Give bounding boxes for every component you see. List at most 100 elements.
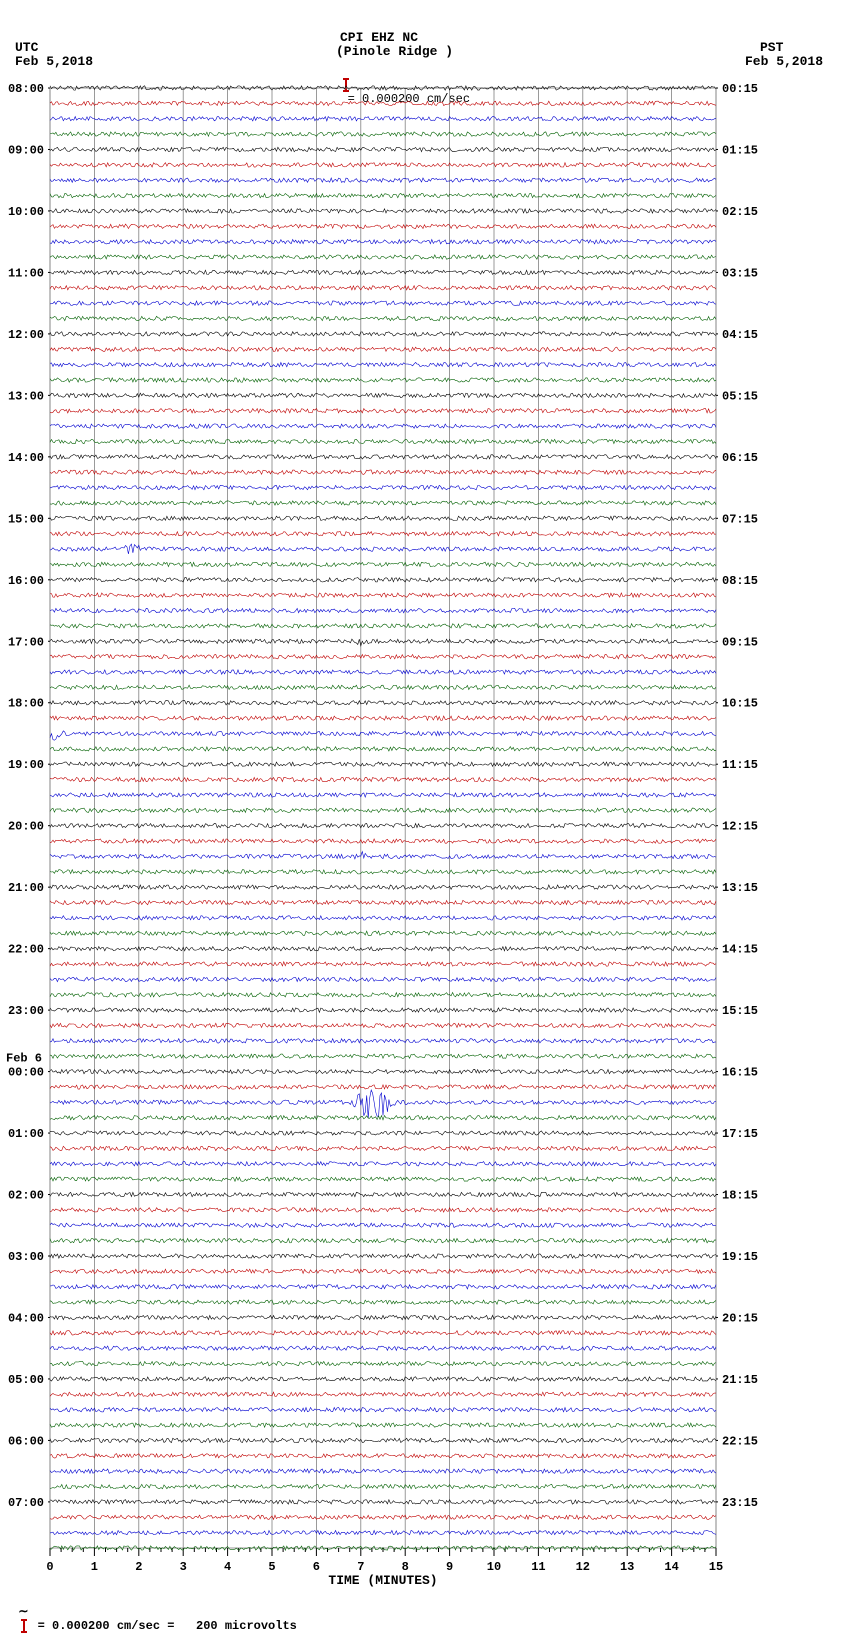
seismic-trace xyxy=(50,1361,716,1365)
x-tick-label: 4 xyxy=(224,1560,231,1574)
right-time-label: 03:15 xyxy=(722,266,758,280)
footer-text: = 0.000200 cm/sec = 200 microvolts xyxy=(30,1619,296,1633)
seismic-trace xyxy=(50,1438,716,1442)
seismic-trace xyxy=(50,455,716,459)
right-time-label: 18:15 xyxy=(722,1189,758,1203)
seismic-trace xyxy=(50,409,716,413)
seismic-trace xyxy=(50,240,716,244)
left-time-label: 12:00 xyxy=(8,328,44,342)
x-tick-label: 6 xyxy=(313,1560,320,1574)
left-time-label: 11:00 xyxy=(8,266,44,280)
plot-border xyxy=(50,88,716,1548)
seismic-trace xyxy=(50,808,716,812)
seismic-trace xyxy=(50,255,716,259)
seismic-trace xyxy=(50,1085,716,1089)
left-time-label: 21:00 xyxy=(8,881,44,895)
seismic-trace xyxy=(50,993,716,997)
seismic-trace xyxy=(50,1530,716,1534)
seismic-trace xyxy=(50,731,716,740)
left-time-label: 16:00 xyxy=(8,574,44,588)
seismic-trace xyxy=(50,1331,716,1335)
seismic-trace xyxy=(50,624,716,628)
seismic-trace xyxy=(50,393,716,397)
x-tick-label: 3 xyxy=(180,1560,187,1574)
seismic-trace xyxy=(50,101,716,105)
x-tick-label: 7 xyxy=(357,1560,364,1574)
right-time-label: 10:15 xyxy=(722,697,758,711)
seismic-trace xyxy=(50,1454,716,1458)
seismic-trace xyxy=(50,485,716,489)
seismic-trace xyxy=(50,163,716,167)
seismic-trace xyxy=(50,1469,716,1473)
seismic-trace xyxy=(50,147,716,151)
seismic-trace xyxy=(50,1162,716,1166)
left-time-label: 10:00 xyxy=(8,205,44,219)
seismic-trace xyxy=(50,1238,716,1242)
right-time-label: 09:15 xyxy=(722,635,758,649)
seismic-trace xyxy=(50,286,716,290)
seismic-trace xyxy=(50,1377,716,1381)
left-time-label: 05:00 xyxy=(8,1373,44,1387)
right-time-label: 15:15 xyxy=(722,1004,758,1018)
left-time-label: 04:00 xyxy=(8,1311,44,1325)
left-time-label: 07:00 xyxy=(8,1496,44,1510)
seismic-trace xyxy=(50,1192,716,1196)
left-time-label: 14:00 xyxy=(8,451,44,465)
left-time-label: 02:00 xyxy=(8,1189,44,1203)
left-time-label: 22:00 xyxy=(8,943,44,957)
seismic-trace xyxy=(50,532,716,536)
seismic-trace xyxy=(50,316,716,320)
x-tick-label: 11 xyxy=(531,1560,545,1574)
seismic-trace xyxy=(50,270,716,274)
seismic-trace xyxy=(50,1223,716,1227)
left-time-label: 19:00 xyxy=(8,758,44,772)
left-time-label: 08:00 xyxy=(8,82,44,96)
seismic-trace xyxy=(50,962,716,966)
seismic-trace xyxy=(50,193,716,197)
seismic-trace xyxy=(50,1254,716,1258)
x-tick-label: 15 xyxy=(709,1560,723,1574)
x-tick-label: 10 xyxy=(487,1560,501,1574)
seismic-trace xyxy=(50,1484,716,1488)
seismic-trace xyxy=(50,824,716,828)
seismic-trace xyxy=(50,977,716,981)
seismogram-plot: 0123456789101112131415TIME (MINUTES)Feb … xyxy=(0,0,850,1613)
left-time-label: 01:00 xyxy=(8,1127,44,1141)
seismic-trace xyxy=(50,1039,716,1043)
left-time-label: 15:00 xyxy=(8,512,44,526)
seismic-trace xyxy=(50,793,716,797)
right-time-label: 17:15 xyxy=(722,1127,758,1141)
seismic-trace xyxy=(50,378,716,382)
x-tick-label: 14 xyxy=(664,1560,678,1574)
x-tick-label: 0 xyxy=(46,1560,53,1574)
seismic-trace xyxy=(50,839,716,843)
seismic-trace xyxy=(50,1146,716,1150)
seismic-trace xyxy=(50,1054,716,1058)
seismic-trace xyxy=(50,701,716,705)
seismic-trace xyxy=(50,762,716,766)
x-tick-label: 12 xyxy=(576,1560,590,1574)
seismic-trace xyxy=(50,900,716,904)
x-tick-label: 9 xyxy=(446,1560,453,1574)
seismic-trace xyxy=(50,685,716,689)
left-time-label: 06:00 xyxy=(8,1434,44,1448)
right-time-label: 02:15 xyxy=(722,205,758,219)
seismic-trace xyxy=(50,1090,716,1118)
x-tick-label: 1 xyxy=(91,1560,98,1574)
seismic-trace xyxy=(50,870,716,874)
seismic-trace xyxy=(50,516,716,520)
seismic-trace xyxy=(50,670,716,674)
x-tick-label: 13 xyxy=(620,1560,634,1574)
seismic-trace xyxy=(50,747,716,751)
seismic-trace xyxy=(50,562,716,566)
seismic-trace xyxy=(50,1008,716,1012)
right-time-label: 23:15 xyxy=(722,1496,758,1510)
seismic-trace xyxy=(50,132,716,136)
seismic-trace xyxy=(50,1285,716,1289)
seismic-trace xyxy=(50,578,716,582)
seismic-trace xyxy=(50,1500,716,1504)
seismic-trace xyxy=(50,470,716,474)
left-time-label: 20:00 xyxy=(8,820,44,834)
seismic-trace xyxy=(50,1515,716,1519)
seismic-trace xyxy=(50,639,716,646)
